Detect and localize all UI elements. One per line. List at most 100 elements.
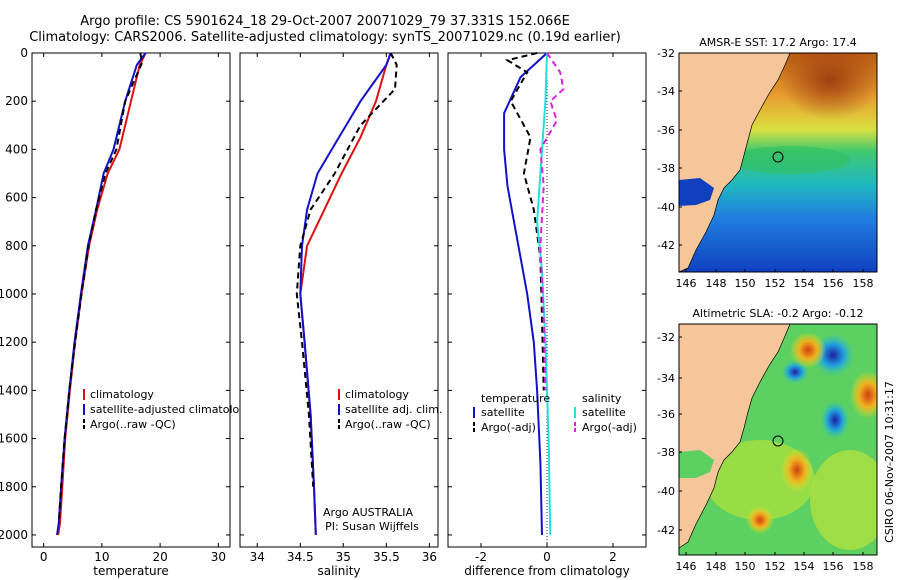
map-y-tick-label: -38 xyxy=(657,446,675,459)
map-x-tick-label: 158 xyxy=(853,560,874,573)
x-tick-label: -2 xyxy=(475,550,487,564)
map-x-tick-label: 152 xyxy=(765,277,786,290)
map-x-tick-label: 148 xyxy=(706,560,727,573)
x-tick-label: 34 xyxy=(250,550,265,564)
sst-argo-marker xyxy=(772,151,784,163)
sla-map-frame xyxy=(678,323,878,556)
sst-front xyxy=(730,146,850,174)
y-tick-label: 800 xyxy=(5,239,28,253)
map-x-tick-label: 146 xyxy=(676,560,697,573)
x-tick-label: 34.5 xyxy=(287,550,314,564)
x-tick-label: 30 xyxy=(211,550,226,564)
legend-label: Argo(-adj) xyxy=(582,421,637,434)
csiro-stamp: CSIRO 06-Nov-2007 10:31:17 xyxy=(883,381,896,543)
legend-label: climatology xyxy=(345,388,409,401)
map-x-tick-label: 158 xyxy=(853,277,874,290)
x-tick-label: 36 xyxy=(422,550,437,564)
sla-warm-eddy-4 xyxy=(746,506,774,534)
sla-land-tas xyxy=(679,450,714,478)
sla-cold-eddy-3 xyxy=(820,400,850,440)
y-tick-label: 600 xyxy=(5,191,28,205)
sst-warm-core xyxy=(780,53,877,120)
series-line-argo-raw-qc- xyxy=(57,52,144,523)
map-y-tick-label: -38 xyxy=(657,162,675,175)
series-line-salinity-satellite xyxy=(536,52,552,536)
x-tick-label: 10 xyxy=(94,550,109,564)
map-x-tick-label: 154 xyxy=(794,560,815,573)
map-axes: AMSR-E SST: 17.2 Argo: 17.4 146 148 150 152 1… xyxy=(657,36,896,573)
x-axis-label: salinity xyxy=(317,564,360,578)
x-tick-label: 35 xyxy=(336,550,351,564)
x-tick-label: 0 xyxy=(40,550,48,564)
legend-label: satellite adj. clim. xyxy=(345,403,442,416)
sla-map xyxy=(679,324,877,555)
x-tick-label: 35.5 xyxy=(373,550,400,564)
y-tick-label: 1200 xyxy=(0,335,28,349)
legend-label: Argo(-adj) xyxy=(481,421,536,434)
plot-frame xyxy=(31,52,231,548)
annotation-pi: PI: Susan Wijffels xyxy=(325,520,419,533)
x-tick-label: 20 xyxy=(152,550,167,564)
plot-frame xyxy=(239,52,439,548)
x-axis-label: difference from climatology xyxy=(464,564,630,578)
annotation-argo-australia: Argo AUSTRALIA xyxy=(323,506,413,519)
map-y-tick-label: -36 xyxy=(657,408,675,421)
y-tick-label: 200 xyxy=(5,94,28,108)
sla-warm-eddy-1 xyxy=(790,332,826,368)
legend-label: satellite xyxy=(481,406,525,419)
map-y-tick-label: -40 xyxy=(657,201,675,214)
x-tick-label: 2 xyxy=(609,550,617,564)
series-line-temperature-argo-adj- xyxy=(504,52,545,391)
sst-map-frame xyxy=(678,52,878,273)
sla-warm-eddy-2 xyxy=(781,448,813,492)
y-tick-label: 400 xyxy=(5,142,28,156)
series-line-salinity-argo-adj- xyxy=(539,52,565,391)
y-tick-label: 1800 xyxy=(0,480,28,494)
x-tick-label: 0 xyxy=(543,550,551,564)
sst-map xyxy=(679,53,877,272)
sst-land-tas xyxy=(679,178,714,206)
y-tick-label: 0 xyxy=(20,46,28,60)
map-x-tick-label: 154 xyxy=(794,277,815,290)
series-line-argo-raw-qc- xyxy=(295,52,398,487)
sst-land xyxy=(679,53,791,272)
map-x-tick-label: 148 xyxy=(706,277,727,290)
legend-label: satellite xyxy=(582,406,626,419)
map-y-tick-label: -34 xyxy=(657,85,675,98)
map-x-tick-label: 150 xyxy=(735,560,756,573)
sla-argo-marker xyxy=(772,435,784,447)
map-x-tick-label: 156 xyxy=(823,277,844,290)
map-y-tick-label: -42 xyxy=(657,524,675,537)
temperature-panel: 0 10 20 30 0 200 400 600 800 1000 1200 1400 1600 1800… xyxy=(0,46,253,578)
sla-patch-2 xyxy=(810,450,877,550)
x-axis-label: temperature xyxy=(93,564,168,578)
y-tick-label: 1000 xyxy=(0,287,28,301)
map-y-tick-label: -32 xyxy=(657,47,675,60)
legend-label: satellite-adjusted climatology xyxy=(90,403,253,416)
y-tick-label: 2000 xyxy=(0,528,28,542)
y-tick-label: 1600 xyxy=(0,432,28,446)
y-tick-label: 1400 xyxy=(0,383,28,397)
sla-land xyxy=(679,324,791,549)
map-title: Altimetric SLA: -0.2 Argo: -0.12 xyxy=(693,307,864,320)
legend-label: climatology xyxy=(90,388,154,401)
figure-title-line2: Climatology: CARS2006. Satellite-adjuste… xyxy=(29,30,621,45)
map-y-tick-label: -34 xyxy=(657,372,675,385)
sla-warm-eddy-3 xyxy=(850,371,877,419)
legend-title-salinity: salinity xyxy=(582,392,622,405)
map-y-tick-label: -42 xyxy=(657,239,675,252)
map-x-tick-label: 150 xyxy=(735,277,756,290)
legend-title-temperature: temperature xyxy=(481,392,550,405)
legend-label: Argo(..raw -QC) xyxy=(345,418,431,431)
map-x-tick-label: 156 xyxy=(823,560,844,573)
map-x-tick-label: 152 xyxy=(765,560,786,573)
legend-label: Argo(..raw -QC) xyxy=(90,418,176,431)
map-x-tick-label: 146 xyxy=(676,277,697,290)
figure-title-line1: Argo profile: CS 5901624_18 29-Oct-2007 … xyxy=(80,14,570,29)
map-y-tick-label: -36 xyxy=(657,124,675,137)
series-line-temperature-satellite xyxy=(503,52,548,536)
map-y-tick-label: -32 xyxy=(657,331,675,344)
salinity-panel: 34 34.5 35 35.5 36 salinity climatology satelli… xyxy=(239,52,442,578)
